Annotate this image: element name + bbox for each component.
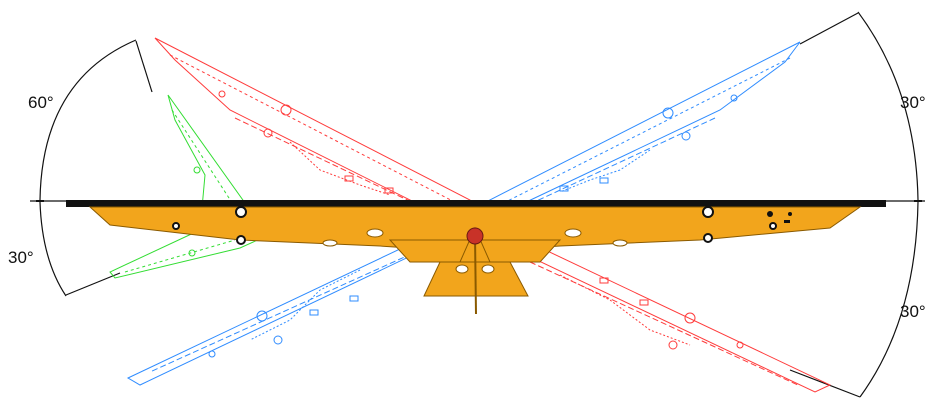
right-joint-icon — [702, 206, 714, 218]
left-joint-icon — [235, 206, 247, 218]
right-lower-reference-line — [789, 369, 861, 398]
blue-pivot-icon-lower — [256, 310, 268, 322]
wing-joints — [172, 206, 777, 245]
green-wing-tip-position — [109, 94, 263, 279]
angle-label-upper-right: 30° — [900, 93, 926, 112]
right-upper-reference-line — [799, 12, 859, 45]
red-pivot-icon-lower — [684, 312, 696, 324]
left-lower-arc — [39, 201, 67, 297]
red-pivot-icon — [280, 104, 292, 116]
blue-pivot-icon — [662, 107, 674, 119]
angle-label-lower-left: 30° — [8, 248, 34, 267]
left-lower-reference-line — [65, 272, 121, 296]
hitch-pole — [474, 235, 477, 315]
right-lower-arc — [859, 201, 919, 398]
implement-body — [66, 200, 886, 315]
angle-label-upper-left: 60° — [28, 93, 54, 112]
right-upper-arc — [857, 11, 919, 201]
hitch-center-icon — [466, 227, 484, 245]
angle-label-lower-right: 30° — [900, 302, 926, 321]
left-upper-arc — [39, 39, 137, 201]
left-upper-reference-line — [135, 40, 153, 93]
main-beam — [66, 200, 886, 207]
